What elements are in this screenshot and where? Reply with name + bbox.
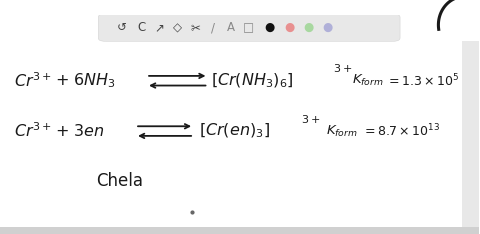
- Text: ✂: ✂: [191, 21, 201, 34]
- Text: ●: ●: [303, 21, 313, 34]
- Text: ●: ●: [284, 21, 295, 34]
- Text: $Cr^{3+}$: $Cr^{3+}$: [14, 71, 52, 90]
- Text: $3+$: $3+$: [333, 62, 352, 73]
- Text: $3+$: $3+$: [301, 113, 320, 125]
- Text: $+\ 3en$: $+\ 3en$: [55, 123, 105, 139]
- Text: Chela: Chela: [96, 172, 143, 190]
- Text: /: /: [211, 21, 215, 34]
- Text: ↗: ↗: [154, 21, 164, 34]
- Text: □: □: [242, 21, 254, 34]
- Text: ↺: ↺: [117, 21, 127, 34]
- Text: $=8.7\times10^{13}$: $=8.7\times10^{13}$: [362, 123, 440, 139]
- Text: C: C: [137, 21, 145, 34]
- Text: $=1.3\times10^{5}$: $=1.3\times10^{5}$: [386, 72, 459, 89]
- Text: ◇: ◇: [173, 21, 182, 34]
- Text: $Cr^{3+}$: $Cr^{3+}$: [14, 122, 52, 140]
- Text: ●: ●: [322, 21, 332, 34]
- Text: ●: ●: [264, 21, 275, 34]
- Text: $[Cr(en)_3]$: $[Cr(en)_3]$: [199, 122, 270, 140]
- FancyBboxPatch shape: [0, 227, 479, 234]
- Text: $+\ 6NH_3$: $+\ 6NH_3$: [55, 71, 116, 90]
- Text: $K_{form}$: $K_{form}$: [352, 73, 384, 88]
- Text: $[Cr(NH_3)_6]$: $[Cr(NH_3)_6]$: [211, 72, 293, 90]
- Text: $K_{form}$: $K_{form}$: [326, 124, 358, 139]
- FancyBboxPatch shape: [98, 14, 400, 41]
- FancyBboxPatch shape: [462, 41, 479, 227]
- Text: A: A: [227, 21, 235, 34]
